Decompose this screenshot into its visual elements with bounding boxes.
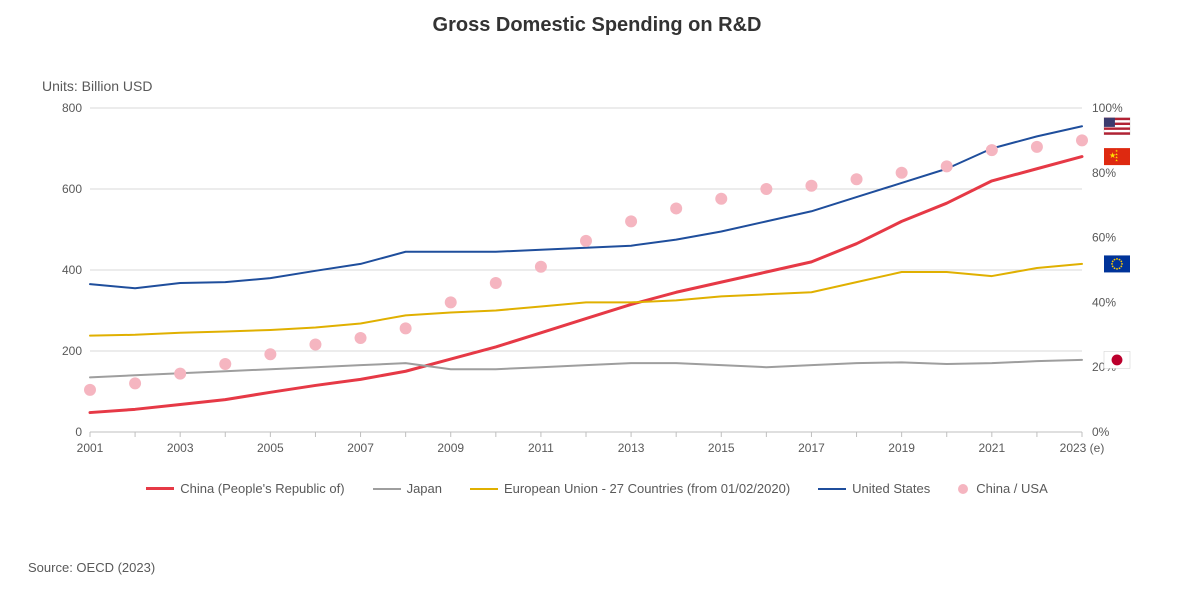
svg-text:800: 800 [62, 101, 82, 115]
legend-label: United States [852, 481, 930, 496]
svg-text:60%: 60% [1092, 231, 1116, 245]
legend-label: Japan [407, 481, 442, 496]
svg-text:0%: 0% [1092, 425, 1110, 439]
legend-item: Japan [373, 481, 442, 496]
svg-text:2013: 2013 [618, 441, 645, 455]
legend-item: China (People's Republic of) [146, 481, 344, 496]
legend-label: China (People's Republic of) [180, 481, 344, 496]
legend: China (People's Republic of) Japan Europea… [42, 480, 1152, 496]
svg-text:400: 400 [62, 263, 82, 277]
source-label: Source: OECD (2023) [28, 560, 155, 575]
units-label: Units: Billion USD [42, 78, 152, 94]
legend-item: European Union - 27 Countries (from 01/0… [470, 481, 790, 496]
svg-text:80%: 80% [1092, 166, 1116, 180]
svg-text:2011: 2011 [528, 441, 554, 455]
svg-text:2023 (e): 2023 (e) [1060, 441, 1105, 455]
svg-text:2009: 2009 [437, 441, 464, 455]
legend-item: China / USA [958, 481, 1048, 496]
legend-label: European Union - 27 Countries (from 01/0… [504, 481, 790, 496]
legend-item: United States [818, 481, 930, 496]
svg-text:2019: 2019 [888, 441, 915, 455]
svg-text:40%: 40% [1092, 295, 1116, 309]
svg-text:600: 600 [62, 182, 82, 196]
chart-title: Gross Domestic Spending on R&D [0, 14, 1194, 37]
svg-text:0: 0 [75, 425, 82, 439]
svg-text:200: 200 [62, 344, 82, 358]
legend-label: China / USA [976, 481, 1048, 496]
svg-text:2003: 2003 [167, 441, 194, 455]
svg-text:100%: 100% [1092, 101, 1123, 115]
svg-text:2005: 2005 [257, 441, 284, 455]
figure-container: Gross Domestic Spending on R&D Units: Bi… [0, 0, 1194, 589]
svg-text:2001: 2001 [77, 441, 104, 455]
svg-text:2007: 2007 [347, 441, 374, 455]
svg-text:2021: 2021 [978, 441, 1005, 455]
chart-area: 02004006008000%20%40%60%80%100%200120032… [42, 100, 1152, 500]
rd-spending-chart: 02004006008000%20%40%60%80%100%200120032… [42, 100, 1152, 470]
svg-text:2015: 2015 [708, 441, 735, 455]
svg-text:2017: 2017 [798, 441, 825, 455]
